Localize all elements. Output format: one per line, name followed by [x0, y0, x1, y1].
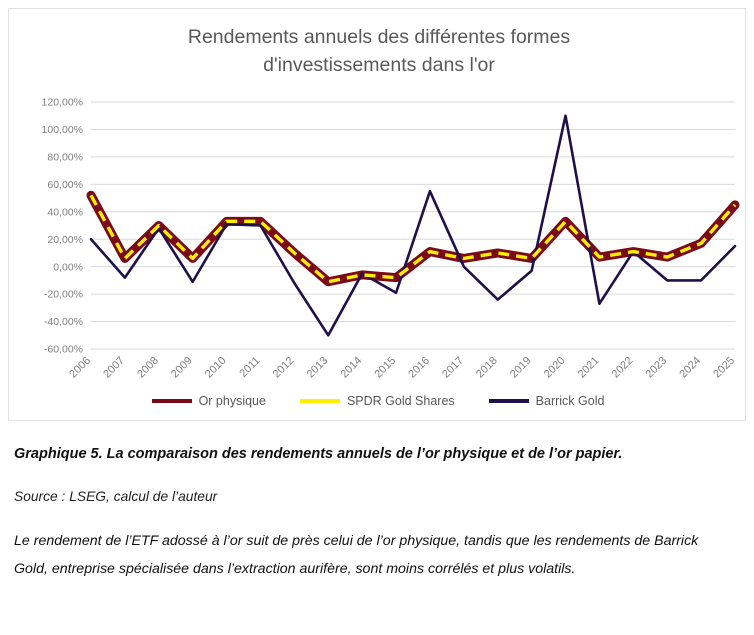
x-axis-tick-label: 2014 — [338, 355, 364, 381]
x-axis-tick-label: 2013 — [305, 355, 331, 381]
legend-swatch-or-physique — [151, 399, 192, 403]
x-axis-tick-label: 2017 — [440, 355, 466, 381]
x-axis-tick-label: 2019 — [508, 355, 534, 381]
x-axis-tick-label: 2018 — [474, 355, 500, 381]
x-axis-tick-label: 2016 — [406, 355, 432, 381]
x-axis-tick-label: 2011 — [237, 355, 262, 380]
y-axis-tick-label: 0,00% — [53, 261, 83, 273]
x-axis-tick-label: 2023 — [644, 355, 670, 381]
x-axis-tick-label: 2008 — [135, 355, 161, 381]
chart-legend: Or physique SPDR Gold Shares Barrick Gol… — [9, 394, 747, 408]
series-line-or-physique — [86, 190, 740, 287]
legend-item-spdr-gold-shares[interactable]: SPDR Gold Shares — [299, 394, 455, 408]
x-axis-tick-label: 2021 — [576, 355, 602, 381]
x-axis-tick-label: 2010 — [203, 355, 229, 381]
legend-swatch-spdr — [299, 399, 340, 403]
x-axis-tick-label: 2024 — [677, 355, 703, 381]
chart-title: Rendements annuels des différentes forme… — [187, 26, 571, 76]
y-axis-tick-label: 80,00% — [47, 151, 83, 163]
y-axis-tick-label: 120,00% — [42, 97, 83, 109]
y-axis-tick-label: 60,00% — [47, 179, 83, 191]
legend-item-or-physique[interactable]: Or physique — [151, 394, 266, 408]
series-line-barrick-gold — [89, 114, 737, 337]
caption-block: Graphique 5. La comparaison des rendemen… — [14, 440, 726, 584]
plot-area: 120,00% 100,00% 80,00% 60,00% 40,00% 20,00% 0,… — [9, 9, 747, 422]
figure-source: Source : LSEG, calcul de l’auteur — [14, 489, 218, 505]
y-axis-tick-label: -40,00% — [44, 316, 83, 328]
x-axis-tick-label: 2022 — [610, 355, 636, 381]
y-axis-tick-label: 40,00% — [47, 206, 83, 218]
x-axis-tick-label: 2012 — [271, 355, 297, 381]
y-axis-tick-label: 20,00% — [47, 234, 83, 246]
figure-commentary: Le rendement de l’ETF adossé à l’or suit… — [14, 533, 699, 578]
legend-swatch-barrick — [488, 399, 529, 403]
y-axis-tick-label: -60,00% — [44, 344, 83, 356]
figure-caption: Graphique 5. La comparaison des rendemen… — [14, 446, 623, 462]
x-axis-tick-label: 2025 — [711, 355, 737, 381]
x-axis-tick-label: 2007 — [101, 355, 127, 381]
chart-panel: Rendements annuels des différentes forme… — [8, 8, 746, 421]
y-axis-tick-label: 100,00% — [42, 124, 83, 136]
x-axis-tick-label: 2015 — [372, 355, 398, 381]
legend-item-barrick-gold[interactable]: Barrick Gold — [488, 394, 605, 408]
y-axis-tick-label: -20,00% — [44, 289, 83, 301]
chart-canvas: 120,00% 100,00% 80,00% 60,00% 40,00% 20,00% 0,… — [42, 97, 740, 381]
legend-label-spdr-gold-shares: SPDR Gold Shares — [346, 394, 455, 408]
x-axis-tick-label: 2009 — [169, 355, 195, 381]
x-axis-tick-label: 2020 — [542, 355, 568, 381]
legend-label-barrick-gold: Barrick Gold — [535, 394, 605, 408]
legend-label-or-physique: Or physique — [198, 394, 266, 408]
x-axis-tick-label: 2006 — [67, 355, 93, 381]
